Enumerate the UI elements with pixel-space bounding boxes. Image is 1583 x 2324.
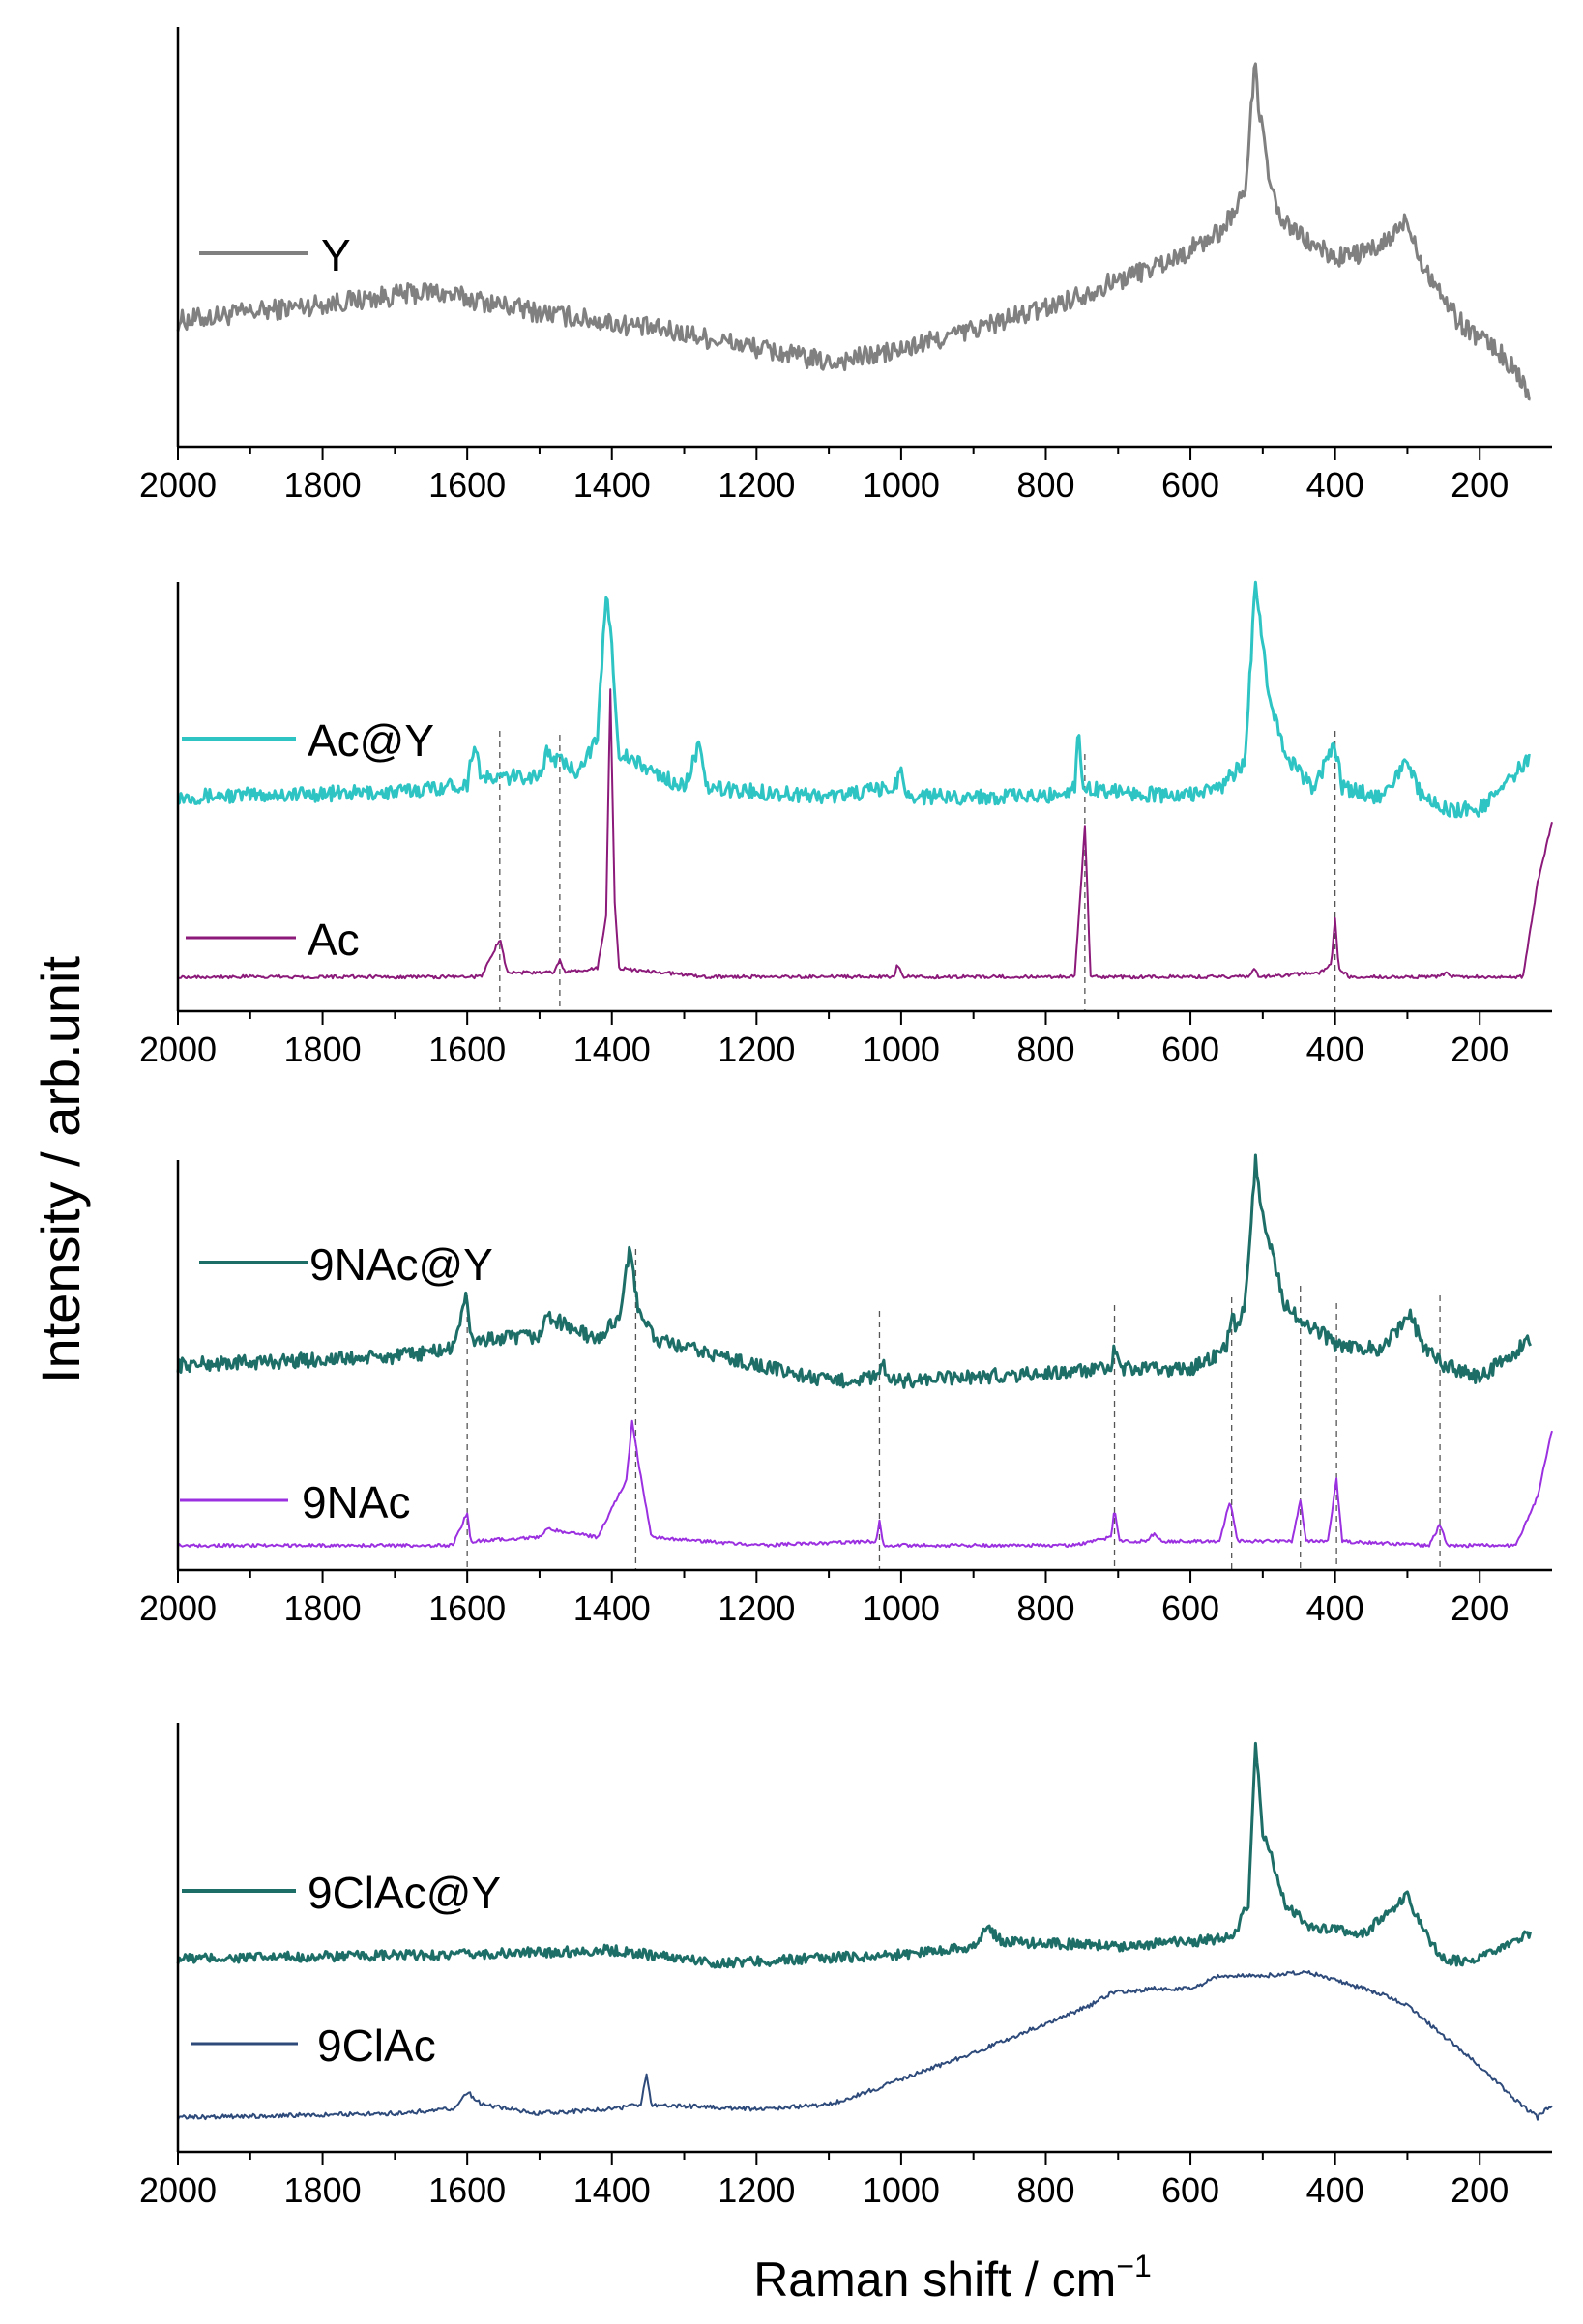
x-tick-label: 400 (1306, 1588, 1364, 1628)
x-axis-label: Raman shift / cm−1 (753, 2249, 1152, 2307)
x-axis-label-sup: −1 (1116, 2249, 1151, 2283)
x-tick-label: 400 (1306, 465, 1364, 505)
x-tick-label: 1000 (863, 1588, 940, 1628)
x-tick-label: 400 (1306, 2170, 1364, 2210)
panel-c: 9NAc@Y 9NAc 2000 1800 1600 1400 1200 1000 800 600… (139, 1153, 1553, 1628)
x-tick-label: 1600 (428, 1588, 506, 1628)
y-axis-label: Intensity / arb.unit (30, 956, 91, 1383)
x-tick-label: 2000 (139, 2170, 217, 2210)
series-line-9NAc@Y (176, 1153, 1532, 1389)
legend-label-Ac@Y: Ac@Y (308, 715, 434, 766)
legend-label-Y: Y (321, 230, 351, 280)
x-tick-label: 200 (1451, 465, 1509, 505)
x-tick-label: 1600 (428, 465, 506, 505)
x-tick-label: 400 (1306, 1030, 1364, 1069)
x-tick-label: 800 (1016, 465, 1074, 505)
x-tick-label: 800 (1016, 1588, 1074, 1628)
x-tick-label: 600 (1161, 1030, 1219, 1069)
x-tick-label: 1800 (284, 465, 362, 505)
x-tick-label: 1000 (863, 465, 940, 505)
x-tick-label: 1200 (718, 1588, 795, 1628)
legend-label-9ClAc: 9ClAc (317, 2020, 436, 2071)
x-axis-label-main: Raman shift / cm (753, 2252, 1116, 2307)
panel-d: 9ClAc@Y 9ClAc 2000 1800 1600 1400 1200 1000 800 6… (139, 1723, 1553, 2210)
legend-label-9NAc@Y: 9NAc@Y (309, 1239, 493, 1290)
series-line-9ClAc@Y (176, 1741, 1533, 1969)
x-tick-label: 1000 (863, 2170, 940, 2210)
panel-a: Y 2000 1800 1600 1400 1200 1000 800 600 400 200 (139, 27, 1552, 505)
x-tick-label: 1800 (284, 1030, 362, 1069)
x-tick-label: 600 (1161, 1588, 1219, 1628)
series-line-Ac (177, 688, 1553, 980)
x-tick-label: 1400 (573, 465, 651, 505)
x-tick-label: 2000 (139, 1588, 217, 1628)
x-tick-label: 1600 (428, 2170, 506, 2210)
legend-label-Ac: Ac (308, 915, 360, 965)
x-tick-label: 600 (1161, 465, 1219, 505)
x-tick-label: 1800 (284, 2170, 362, 2210)
x-tick-label: 200 (1451, 2170, 1509, 2210)
x-tick-label: 1400 (573, 2170, 651, 2210)
series-line-9NAc (177, 1419, 1553, 1549)
x-tick-label: 1200 (718, 465, 795, 505)
x-tick-label: 1600 (428, 1030, 506, 1069)
panel-b: Ac@Y Ac 2000 1800 1600 1400 1200 1000 800 600 400 2… (139, 580, 1553, 1069)
x-tick-label: 800 (1016, 2170, 1074, 2210)
x-tick-label: 2000 (139, 465, 217, 505)
x-tick-label: 1800 (284, 1588, 362, 1628)
x-tick-label: 200 (1451, 1588, 1509, 1628)
series-line-Y (176, 62, 1531, 401)
x-tick-label: 600 (1161, 2170, 1219, 2210)
series-line-Ac@Y (177, 580, 1531, 819)
legend-label-9ClAc@Y: 9ClAc@Y (308, 1868, 501, 1918)
x-tick-label: 1200 (718, 1030, 795, 1069)
series-line-9ClAc (177, 1970, 1553, 2121)
x-tick-label: 800 (1016, 1030, 1074, 1069)
x-tick-label: 1400 (573, 1030, 651, 1069)
legend-label-9NAc: 9NAc (302, 1477, 410, 1527)
x-tick-label: 200 (1451, 1030, 1509, 1069)
x-tick-label: 2000 (139, 1030, 217, 1069)
x-tick-label: 1200 (718, 2170, 795, 2210)
x-tick-label: 1400 (573, 1588, 651, 1628)
x-tick-label: 1000 (863, 1030, 940, 1069)
